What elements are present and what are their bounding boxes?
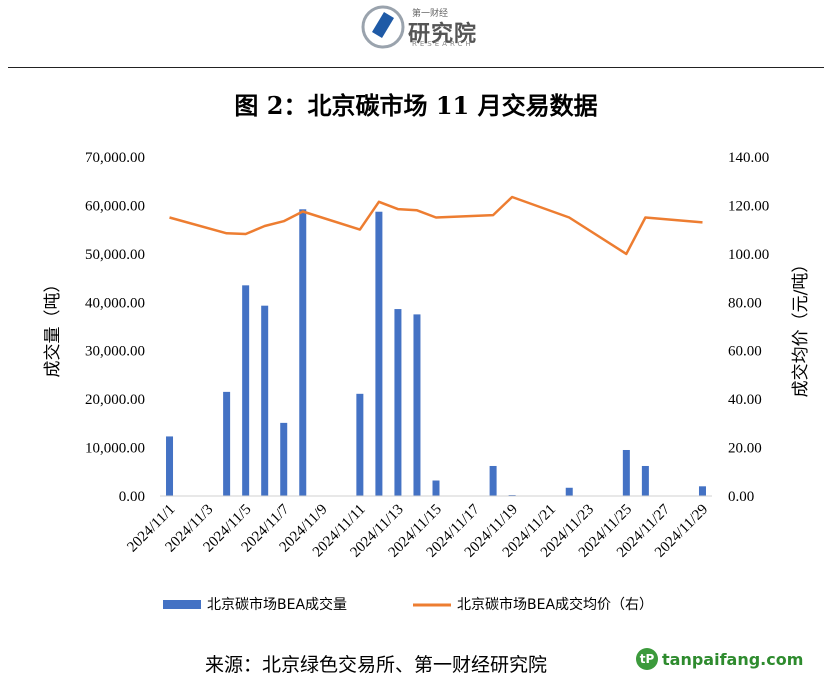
volume-bar bbox=[280, 422, 288, 496]
volume-bar bbox=[432, 480, 440, 496]
legend-swatch-bar bbox=[163, 600, 201, 609]
y2-tick-label: 60.00 bbox=[728, 344, 762, 360]
volume-bar bbox=[698, 486, 706, 496]
source-text: 来源：北京绿色交易所、第一财经研究院 bbox=[205, 654, 548, 676]
figure-title: 图 2：北京碳市场 11 月交易数据 bbox=[234, 91, 598, 120]
volume-bar bbox=[622, 449, 630, 496]
chart: 0.00 10,000.00 20,000.00 30,000.00 40,000.00… bbox=[43, 150, 811, 613]
y-tick-label: 20,000.00 bbox=[85, 392, 145, 408]
y2-tick-label: 120.00 bbox=[728, 198, 769, 214]
volume-bar bbox=[299, 209, 307, 496]
y-tick-label: 40,000.00 bbox=[85, 295, 145, 311]
volume-bar bbox=[261, 305, 269, 496]
y2-tick-label: 40.00 bbox=[728, 392, 762, 408]
volume-bar bbox=[242, 285, 250, 496]
y2-tick-label: 20.00 bbox=[728, 441, 762, 457]
volume-bar bbox=[413, 314, 421, 496]
y-tick-label: 10,000.00 bbox=[85, 441, 145, 457]
price-line bbox=[169, 195, 703, 256]
watermark-leaf-icon: tP bbox=[636, 648, 658, 670]
logo-text: 研究院 bbox=[408, 22, 478, 47]
y2-tick-label: 100.00 bbox=[728, 247, 769, 263]
research-logo: 第一财经 研究院 RESEARCH bbox=[360, 4, 500, 52]
header-divider bbox=[8, 67, 824, 68]
y2-axis-label: 成交均价（元/吨） bbox=[791, 256, 811, 398]
logo-small-text: 第一财经 bbox=[412, 9, 449, 19]
logo-subtext: RESEARCH bbox=[412, 40, 474, 48]
volume-bar bbox=[489, 465, 497, 496]
watermark-text: tanpaifang.com bbox=[662, 649, 804, 669]
legend-label: 北京碳市场BEA成交量 bbox=[207, 596, 347, 613]
volume-bar bbox=[641, 465, 649, 496]
y-tick-label: 50,000.00 bbox=[85, 247, 145, 263]
volume-bar bbox=[166, 436, 174, 496]
volume-bar bbox=[375, 211, 383, 496]
logo-emblem-icon bbox=[361, 5, 405, 49]
y-tick-label: 30,000.00 bbox=[85, 344, 145, 360]
y2-tick-label: 0.00 bbox=[728, 489, 754, 505]
y-axis-label: 成交量（吨） bbox=[43, 276, 63, 378]
volume-bar bbox=[223, 391, 231, 496]
y-tick-label: 60,000.00 bbox=[85, 198, 145, 214]
y-tick-label: 70,000.00 bbox=[85, 150, 145, 166]
volume-bar bbox=[356, 393, 364, 496]
y2-tick-label: 140.00 bbox=[728, 150, 769, 166]
y-tick-label: 0.00 bbox=[119, 489, 145, 505]
y2-tick-label: 80.00 bbox=[728, 295, 762, 311]
watermark: tP tanpaifang.com bbox=[636, 646, 803, 672]
volume-bar bbox=[565, 487, 573, 496]
volume-bar bbox=[394, 309, 402, 496]
legend-label: 北京碳市场BEA成交均价（右） bbox=[457, 596, 653, 613]
